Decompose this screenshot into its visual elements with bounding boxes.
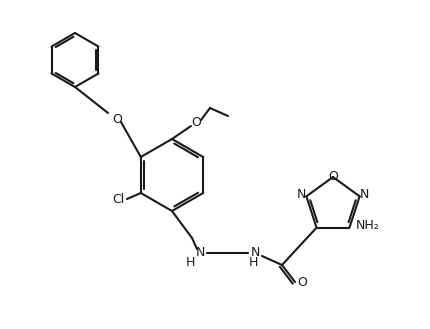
Text: Cl: Cl: [112, 193, 124, 207]
Text: N: N: [195, 246, 204, 260]
Text: O: O: [296, 275, 306, 289]
Text: H: H: [185, 256, 194, 268]
Text: H: H: [248, 256, 257, 268]
Text: O: O: [190, 116, 200, 130]
Text: N: N: [359, 188, 369, 201]
Text: O: O: [327, 170, 337, 184]
Text: N: N: [296, 188, 305, 201]
Text: NH₂: NH₂: [355, 219, 378, 232]
Text: N: N: [250, 246, 259, 260]
Text: O: O: [112, 114, 122, 126]
